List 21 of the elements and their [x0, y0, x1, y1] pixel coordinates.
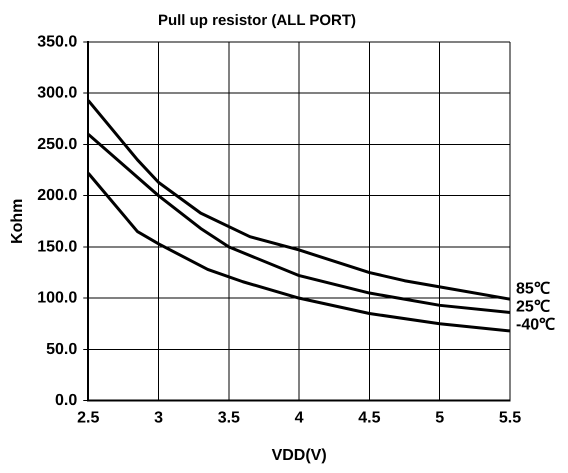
x-tick-label: 2.5 — [77, 410, 100, 427]
x-tick-label: 5.5 — [498, 410, 522, 427]
series-label: 25℃ — [516, 298, 550, 316]
y-tick-label: 250.0 — [37, 136, 78, 153]
series-label: 85℃ — [516, 280, 550, 298]
x-axis-title: VDD(V) — [272, 446, 327, 464]
x-tick-label: 3.5 — [218, 410, 240, 427]
y-tick-label: 0.0 — [54, 392, 78, 410]
x-tick-label: 3 — [154, 410, 164, 427]
x-tick-label: 5 — [435, 410, 444, 427]
y-tick-label: 150.0 — [37, 238, 78, 256]
x-tick-label: 4 — [294, 410, 304, 427]
y-tick-label: 350.0 — [37, 33, 78, 50]
y-tick-label: 200.0 — [37, 187, 78, 204]
x-tick-label: 4.5 — [358, 410, 381, 427]
y-tick-label: 50.0 — [46, 340, 78, 358]
series-label: -40℃ — [516, 316, 556, 334]
y-axis-title: Kohm — [9, 198, 26, 244]
y-tick-label: 100.0 — [37, 290, 78, 307]
chart-title: Pull up resistor (ALL PORT) — [158, 12, 356, 30]
y-tick-label: 300.0 — [37, 84, 78, 102]
